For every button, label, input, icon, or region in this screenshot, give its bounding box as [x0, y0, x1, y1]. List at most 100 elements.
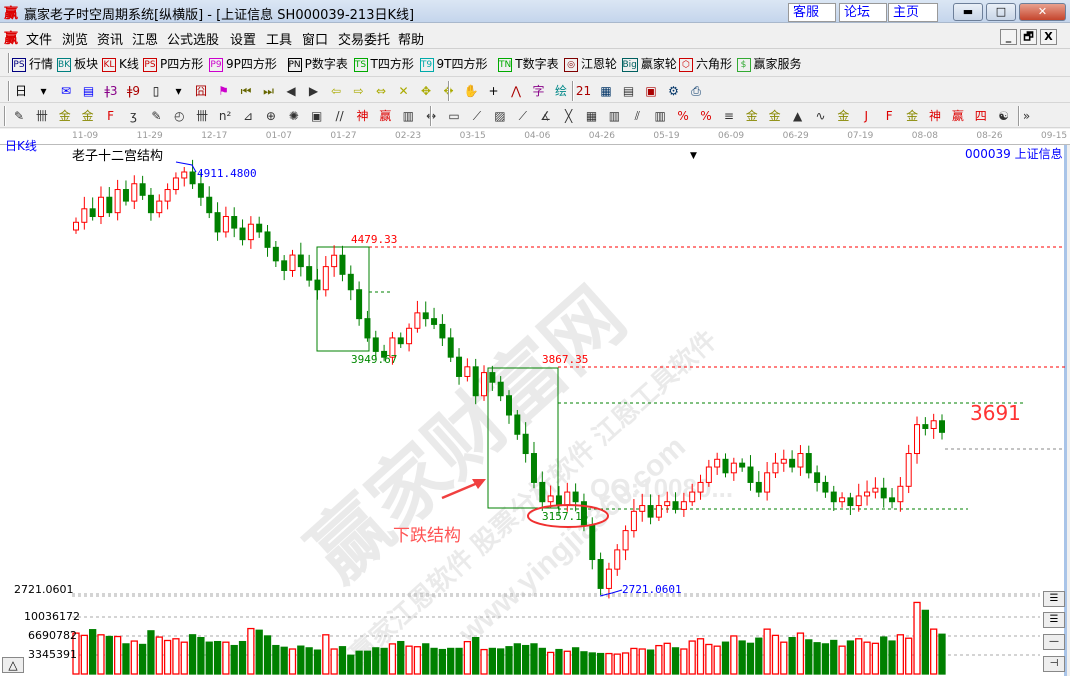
- chart-tool-icon[interactable]: 21: [575, 84, 592, 98]
- menu-gann[interactable]: 江恩: [132, 33, 159, 48]
- drawing-tool-icon[interactable]: ✎: [151, 109, 162, 123]
- chart-tool-icon[interactable]: ⇔: [375, 84, 387, 98]
- close-button[interactable]: ✕: [1019, 3, 1066, 21]
- drawing-tool-icon[interactable]: ▲: [792, 109, 803, 123]
- drawing-tool-icon[interactable]: ▦: [585, 109, 598, 123]
- dropdown-marker-icon[interactable]: ▼: [690, 151, 697, 161]
- drawing-tool-icon[interactable]: F: [885, 109, 893, 123]
- chart-tool-icon[interactable]: ✕: [398, 84, 409, 98]
- chart-tool-icon[interactable]: ▣: [645, 84, 657, 98]
- drawing-tool-icon[interactable]: F: [107, 109, 115, 123]
- maximize-button[interactable]: □: [986, 3, 1016, 21]
- customer-service-link[interactable]: 客服: [788, 3, 836, 22]
- chart-tool-icon[interactable]: ✥: [420, 84, 432, 98]
- chart-tool-icon[interactable]: ⇨: [353, 84, 364, 98]
- chart-tool-icon[interactable]: +: [488, 84, 499, 98]
- toolbar-button-3[interactable]: PS P四方形: [143, 55, 203, 72]
- drawing-tool-icon[interactable]: n²: [218, 109, 232, 123]
- chart-tool-icon[interactable]: ▾: [40, 84, 47, 98]
- chart-tool-icon[interactable]: ǂ9: [126, 84, 141, 98]
- drawing-tool-icon[interactable]: 神: [928, 109, 941, 123]
- kline-chart-panel[interactable]: 赢家财富网 赢家江恩软件 股票分析软件 江恩工具软件 www.yingjia36…: [0, 139, 1067, 676]
- chart-tool-icon[interactable]: ⋀: [511, 84, 521, 98]
- drawing-tool-icon[interactable]: ▣: [311, 109, 323, 123]
- minimize-button[interactable]: ▬: [953, 3, 983, 21]
- mdi-close-button[interactable]: X: [1040, 29, 1057, 45]
- side-button[interactable]: ☰: [1043, 591, 1065, 607]
- period-label[interactable]: 日K线: [5, 139, 37, 153]
- drawing-tool-icon[interactable]: ▥: [654, 109, 666, 123]
- drawing-tool-icon[interactable]: ≡: [723, 109, 734, 123]
- toolbar-button-12[interactable]: $ 赢家服务: [736, 55, 802, 72]
- drawing-tool-icon[interactable]: J: [864, 109, 869, 123]
- chart-tool-icon[interactable]: ⏮: [240, 84, 252, 98]
- drawing-tool-icon[interactable]: 金: [745, 109, 758, 123]
- drawing-tool-icon[interactable]: ⊿: [242, 109, 254, 123]
- drawing-tool-icon[interactable]: ∿: [815, 109, 826, 123]
- chart-tool-icon[interactable]: 日: [14, 84, 27, 98]
- mdi-restore-button[interactable]: 🗗: [1020, 29, 1037, 45]
- menu-file[interactable]: 文件: [26, 33, 53, 48]
- chart-tool-icon[interactable]: ▾: [175, 84, 182, 98]
- toolbar-button-6[interactable]: TS T四方形: [353, 55, 414, 72]
- drawing-tool-icon[interactable]: ▥: [402, 109, 414, 123]
- kline-chart[interactable]: 赢家财富网 赢家江恩软件 股票分析软件 江恩工具软件 www.yingjia36…: [0, 145, 1067, 676]
- drawing-tool-icon[interactable]: ⟋: [518, 109, 527, 123]
- chart-tool-icon[interactable]: ⏭: [263, 84, 274, 98]
- chart-tool-icon[interactable]: ⚙: [668, 84, 679, 98]
- chart-tool-icon[interactable]: 囧: [194, 84, 207, 98]
- drawing-tool-icon[interactable]: //: [335, 109, 344, 123]
- drawing-tool-icon[interactable]: 金: [837, 109, 850, 123]
- drawing-tool-icon[interactable]: 神: [356, 109, 369, 123]
- chart-tool-icon[interactable]: ǂ3: [104, 84, 118, 98]
- chart-tool-icon[interactable]: ⎙: [691, 84, 701, 98]
- drawing-tool-icon[interactable]: 卌: [196, 109, 209, 123]
- mdi-minimize-button[interactable]: _: [1000, 29, 1017, 45]
- menu-settings[interactable]: 设置: [230, 33, 257, 48]
- drawing-tool-icon[interactable]: 金: [906, 109, 919, 123]
- chart-tool-icon[interactable]: ▤: [82, 84, 95, 98]
- chart-tool-icon[interactable]: ▦: [600, 84, 612, 98]
- menu-help[interactable]: 帮助: [398, 33, 425, 48]
- drawing-tool-icon[interactable]: ▥: [608, 109, 621, 123]
- menu-window[interactable]: 窗口: [302, 33, 329, 48]
- drawing-tool-icon[interactable]: ◴: [174, 109, 185, 123]
- homepage-link[interactable]: 主页: [888, 3, 938, 22]
- forum-link[interactable]: 论坛: [839, 3, 887, 22]
- drawing-tool-icon[interactable]: ∡: [540, 109, 552, 123]
- side-button[interactable]: —: [1043, 634, 1065, 650]
- drawing-tool-icon[interactable]: ▨: [494, 109, 506, 123]
- toolbar-button-0[interactable]: PS 行情: [12, 55, 53, 72]
- drawing-tool-icon[interactable]: 四: [974, 109, 987, 123]
- drawing-tool-icon[interactable]: ▭: [448, 109, 460, 123]
- toolbar-button-2[interactable]: KL K线: [102, 55, 139, 72]
- chart-tool-icon[interactable]: 绘: [554, 84, 567, 98]
- expand-up-button[interactable]: △: [2, 657, 24, 673]
- drawing-tool-icon[interactable]: ʒ: [130, 109, 137, 123]
- drawing-tool-icon[interactable]: 金: [58, 109, 71, 123]
- side-button[interactable]: ⊣: [1043, 656, 1065, 672]
- drawing-tool-icon[interactable]: ⊕: [265, 109, 276, 123]
- chart-tool-icon[interactable]: ⇦: [330, 84, 342, 98]
- chart-tool-icon[interactable]: ◀: [286, 84, 296, 98]
- drawing-tool-icon[interactable]: 赢: [951, 109, 964, 123]
- drawing-tool-icon[interactable]: ✎: [13, 109, 25, 123]
- drawing-tool-icon[interactable]: ☯: [998, 109, 1010, 123]
- drawing-tool-icon[interactable]: »: [1022, 109, 1031, 123]
- drawing-tool-icon[interactable]: ╳: [564, 109, 573, 123]
- menu-trade[interactable]: 交易委托: [338, 33, 391, 48]
- chart-tool-icon[interactable]: ✋: [463, 84, 479, 98]
- menu-browse[interactable]: 浏览: [62, 33, 89, 48]
- toolbar-button-4[interactable]: P9 9P四方形: [209, 55, 277, 72]
- chart-tool-icon[interactable]: ▯: [152, 84, 160, 98]
- drawing-tool-icon[interactable]: 金: [768, 109, 781, 123]
- menu-formula[interactable]: 公式选股: [167, 33, 220, 48]
- toolbar-button-8[interactable]: TN T数字表: [498, 55, 559, 72]
- chart-tool-icon[interactable]: ▶: [308, 84, 319, 98]
- toolbar-button-7[interactable]: T9 9T四方形: [419, 55, 487, 72]
- drawing-tool-icon[interactable]: ⫽: [634, 109, 640, 123]
- drawing-tool-icon[interactable]: 赢: [379, 109, 392, 123]
- drawing-tool-icon[interactable]: ⟋: [472, 109, 482, 123]
- drawing-tool-icon[interactable]: %: [677, 109, 689, 123]
- menu-info[interactable]: 资讯: [97, 33, 124, 48]
